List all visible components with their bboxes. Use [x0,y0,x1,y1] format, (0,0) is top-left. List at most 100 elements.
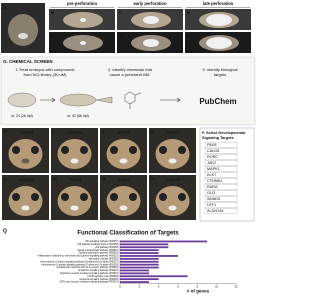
column-header: pre-perforation [67,1,97,6]
tadpole-head [106,186,141,216]
panel-letter: H [4,129,7,134]
x-tick-label: 6 [177,285,179,289]
gene: RORC [207,155,218,159]
bar [120,278,159,281]
compound-label: 319036 [165,177,181,182]
compound-label: 60037 [118,130,131,135]
bar [120,243,169,246]
x-tick-label: 10 [215,285,219,289]
panel-letter: D [187,10,191,15]
panel-letter: D' [187,33,191,38]
panel-letter: I [53,129,54,134]
bar [120,246,169,249]
category-label: p53 pathway (P00059) [95,246,118,249]
mouth [21,158,30,164]
gene: CALM1 [207,149,220,153]
stage-mouth [80,41,86,45]
tadpole-head [57,186,92,216]
table-cell [204,196,238,202]
bar [120,275,188,278]
panel-letter: C' [119,33,123,38]
stage-mouth [143,39,159,47]
x-tick-label: 12 [234,285,238,289]
category-label: Opioid proenkephalin pathway (P05915) [78,249,119,252]
category-label: Gonadotropin-releasing hormone receptor … [56,266,118,269]
step-text: 2. Identify chemicals that [108,67,153,72]
gene: RARA [207,185,218,189]
bar [120,281,149,283]
eye [31,193,39,201]
eye [159,146,167,154]
tadpole-head [8,186,43,216]
table-title: Signaling Targets [202,136,234,140]
compound-label: 341956 [18,177,34,182]
eye [129,193,137,201]
panel-letter: L [4,176,7,181]
tadpole-head [155,186,190,216]
tadpole [59,93,97,107]
table-cell [204,160,238,166]
eye [129,146,137,154]
mouth [119,205,128,211]
gene: KLK7 [207,173,216,177]
eye [12,193,20,201]
step-text: from NCI library (30 uM) [24,72,68,77]
embryo [8,14,38,46]
category-label: Apoptosis signaling pathway (P00006) [79,278,118,281]
screen-panel [0,56,256,126]
gene: LEF1 [207,203,216,207]
bar [120,249,159,252]
compound-label: 204665 [67,130,83,135]
panel-letter: J [102,129,105,134]
step-text: 3. Identify biological [202,67,237,72]
step-text: 1.Treat embryos with compounds [16,67,75,72]
category-label: Inflammation mediated by chemokine and c… [38,255,119,258]
eye [159,193,167,201]
column-header: early perforation [133,1,166,6]
arrow [160,97,181,103]
category-label: Wnt signaling pathway (P00057) [85,240,118,243]
x-tick-label: 0 [119,285,121,289]
mouth [168,158,177,164]
stage-mouth [143,16,159,24]
x-tick-label: 2 [139,285,141,289]
gene: PAX8 [207,143,216,147]
mouth [168,205,177,211]
bar [120,260,159,263]
section-title: G. CHEMICAL SCREEN [3,59,53,64]
category-label: Huntington disease (P00029) [89,257,119,260]
compound-label: 391167 [166,130,181,135]
eye [61,193,69,201]
tadpole-head [57,139,92,169]
gene: JAK2 [207,161,216,165]
tadpole-head [106,139,141,169]
tadpole-head [155,139,190,169]
table-cell [204,148,238,154]
category-label: Heterotrimeric G-protein signaling pathw… [41,263,118,266]
mouth [119,158,128,164]
panel-letter: B' [51,33,55,38]
stage-mouth [80,18,86,22]
eye [80,193,88,201]
embryo-mouth [18,33,28,39]
category-label: Endothelin signaling pathway (P00019) [79,269,119,272]
gene: SMAD3 [207,197,220,201]
category-label: Opioid prodynorphin pathway (P05916) [79,252,119,255]
stage-mouth [206,14,232,26]
panel-letter: N [102,176,105,181]
step-text: targets [214,72,226,77]
compound-label: control [19,130,33,135]
arrow [40,97,56,103]
bar [120,255,178,257]
bar [120,240,207,243]
eye [178,146,186,154]
logo: PubChem [199,97,236,106]
panel-letter: C [119,10,123,15]
mouth [21,205,30,211]
table-cell [204,202,238,208]
table-cell [204,208,238,214]
chem-structure [124,91,142,109]
mouth [70,158,79,164]
tadpole-tail [95,96,113,104]
